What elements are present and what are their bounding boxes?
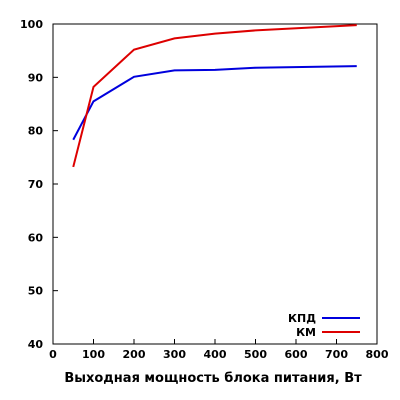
x-tick-label: 0 (49, 348, 57, 361)
y-tick-label: 50 (28, 285, 44, 298)
x-tick-label: 800 (366, 348, 389, 361)
legend-label: КМ (296, 326, 316, 339)
x-tick-label: 400 (204, 348, 227, 361)
y-tick-label: 100 (20, 18, 43, 31)
x-tick-label: 200 (123, 348, 146, 361)
series-layer (72, 24, 357, 168)
y-tick-label: 60 (28, 231, 44, 244)
axes: 0 100 200 300 400 500 600 700 800 40 50 60 70 80 90 100 (20, 18, 389, 361)
x-tick-label: 100 (82, 348, 105, 361)
x-tick-label: 600 (285, 348, 308, 361)
legend-label: КПД (288, 312, 316, 325)
x-tick-label: 700 (325, 348, 348, 361)
y-tick-label: 40 (28, 338, 44, 351)
y-tick-label: 90 (28, 71, 44, 84)
y-tick-label: 70 (28, 178, 44, 191)
x-tick-label: 300 (163, 348, 186, 361)
x-axis-label: Выходная мощность блока питания, Вт (64, 371, 362, 386)
y-tick-label: 80 (28, 125, 44, 138)
plot-frame (52, 23, 378, 345)
x-tick-label: 500 (244, 348, 267, 361)
series-line-2 (72, 24, 357, 168)
series-line-1 (72, 65, 357, 141)
